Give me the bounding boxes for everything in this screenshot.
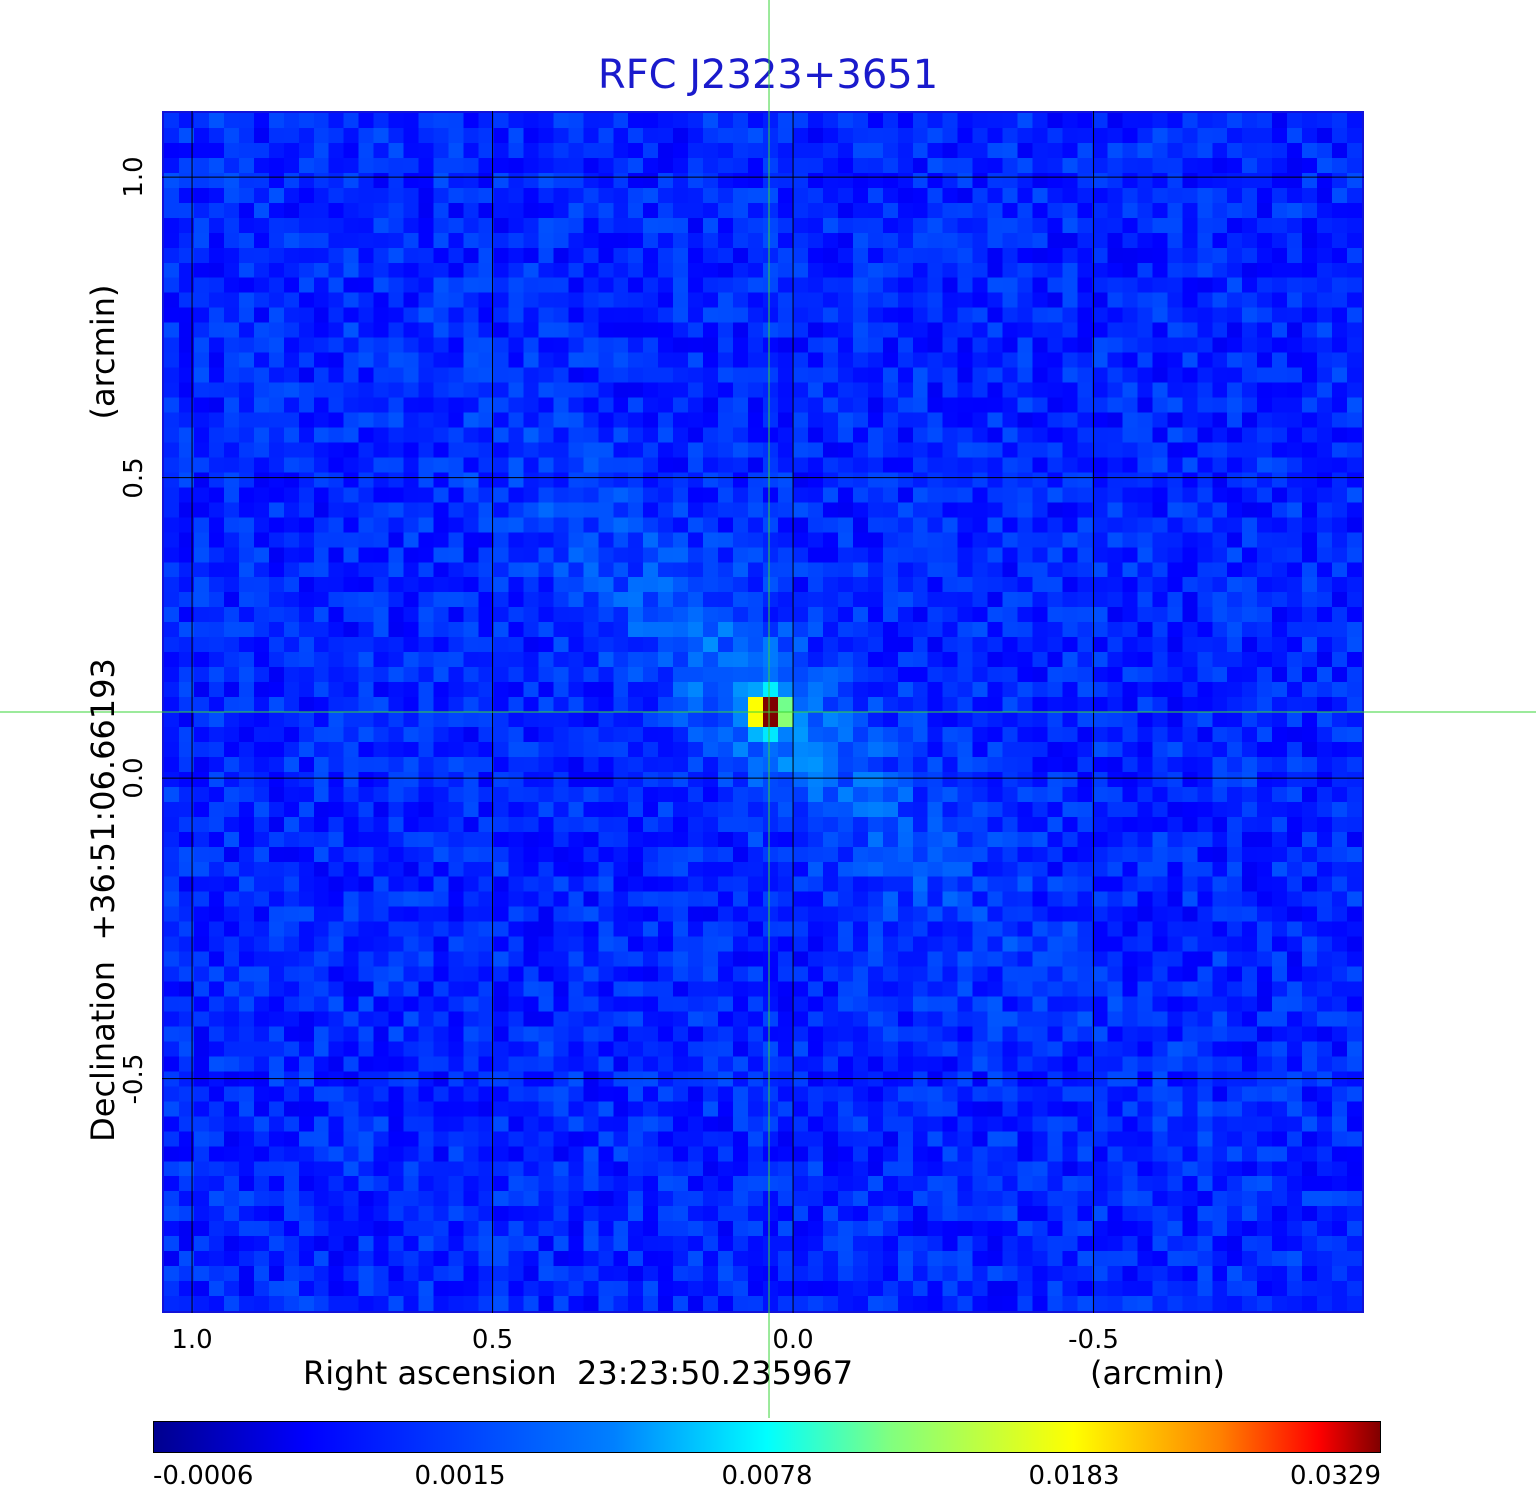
sky-image (164, 113, 1362, 1311)
colorbar (153, 1421, 1381, 1453)
colorbar-tick-label: -0.0006 (153, 1461, 254, 1491)
y-tick-label: 0.5 (119, 456, 149, 499)
x-tick-label: 1.0 (171, 1325, 213, 1355)
colorbar-tick-label: 0.0183 (1028, 1461, 1120, 1491)
chart-title: RFC J2323+3651 (597, 52, 939, 98)
x-tick-label: -0.5 (1068, 1325, 1119, 1355)
colorbar-tick-label: 0.0078 (721, 1461, 813, 1491)
colorbar-tick-label: 0.0015 (414, 1461, 506, 1491)
y-axis-unit: (arcmin) (84, 284, 122, 420)
x-axis-label: Right ascension 23:23:50.235967 (303, 1354, 854, 1392)
y-tick-label: 0.0 (119, 757, 149, 799)
x-tick-label: 0.5 (471, 1325, 514, 1355)
y-tick-label: -0.5 (119, 1053, 149, 1104)
y-tick-label: 1.0 (119, 156, 149, 198)
x-tick-label: 0.0 (772, 1325, 814, 1355)
sky-image-frame[interactable] (162, 111, 1364, 1313)
x-axis-unit: (arcmin) (1090, 1354, 1225, 1392)
y-axis-label: Declination +36:51:06.66193 (84, 658, 122, 1142)
colorbar-tick-label: 0.0329 (1290, 1461, 1381, 1491)
